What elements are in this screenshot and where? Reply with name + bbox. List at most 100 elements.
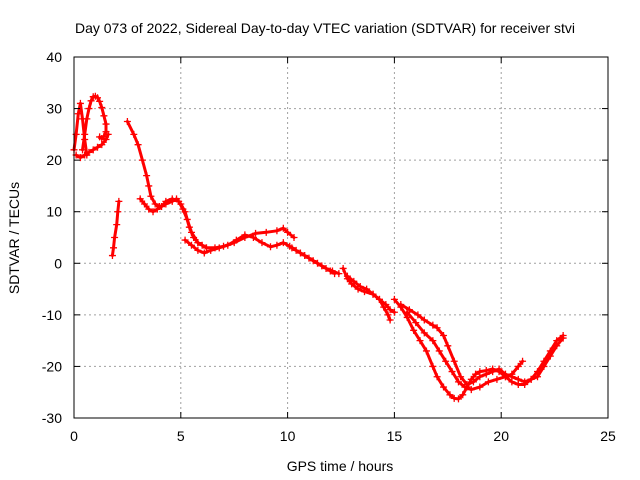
series-track-f: [136, 195, 298, 252]
data-point: [448, 368, 456, 376]
x-tick-label: 10: [280, 428, 296, 444]
data-point: [215, 244, 223, 252]
y-tick-label: 10: [46, 204, 62, 220]
data-point: [384, 311, 392, 319]
series-line: [81, 94, 108, 152]
data-point: [386, 316, 394, 324]
data-point: [343, 272, 351, 280]
x-tick-label: 25: [600, 428, 616, 444]
data-point: [249, 234, 257, 241]
data-point: [380, 303, 388, 311]
data-point: [429, 362, 437, 370]
data-point: [335, 270, 343, 278]
data-point: [414, 311, 422, 319]
data-point: [130, 130, 138, 138]
data-point: [136, 195, 144, 203]
data-point: [454, 378, 462, 386]
data-point: [412, 319, 420, 327]
x-tick-label: 5: [177, 428, 185, 444]
data-point: [540, 362, 548, 370]
data-point: [386, 306, 394, 314]
data-point: [375, 295, 383, 303]
data-point: [145, 182, 153, 190]
y-axis-label: SDTVAR / TECUs: [6, 182, 22, 294]
data-point: [194, 239, 202, 247]
data-point: [96, 97, 104, 105]
data-point: [110, 244, 118, 252]
data-point: [98, 141, 106, 149]
data-point: [145, 205, 153, 213]
data-point: [175, 197, 183, 205]
data-point: [476, 383, 484, 391]
data-point: [108, 252, 116, 260]
data-point: [273, 241, 281, 249]
data-point: [279, 239, 287, 247]
data-point: [153, 205, 161, 213]
data-point: [123, 117, 131, 125]
data-point: [450, 357, 458, 365]
data-point: [339, 264, 347, 272]
data-point: [433, 373, 441, 381]
data-point: [207, 246, 215, 254]
data-point: [467, 386, 475, 394]
data-point: [115, 197, 123, 205]
data-point: [420, 316, 428, 324]
data-point: [390, 295, 398, 303]
data-point: [493, 375, 501, 383]
y-tick-label: -30: [42, 410, 62, 426]
data-point: [508, 370, 516, 378]
data-point: [328, 267, 336, 275]
data-series: [70, 92, 567, 403]
data-point: [76, 154, 84, 162]
data-point: [429, 321, 437, 329]
data-point: [134, 141, 142, 149]
series-track-m: [403, 308, 527, 394]
series-line: [183, 233, 337, 276]
data-point: [546, 352, 554, 360]
data-point: [422, 347, 430, 355]
data-point: [476, 373, 484, 381]
y-tick-label: 30: [46, 101, 62, 117]
x-axis-label: GPS time / hours: [287, 458, 394, 474]
data-point: [501, 373, 509, 381]
data-point: [420, 329, 428, 337]
data-point: [369, 290, 377, 298]
data-point: [514, 375, 522, 383]
data-point: [440, 331, 448, 339]
data-point: [284, 228, 292, 236]
data-point: [200, 249, 208, 257]
data-point: [288, 244, 296, 252]
data-point: [224, 241, 232, 249]
data-point: [296, 249, 304, 257]
x-tick-label: 20: [493, 428, 509, 444]
data-point: [252, 229, 260, 237]
y-tick-label: 40: [46, 49, 62, 65]
y-tick-label: -20: [42, 358, 62, 374]
data-point: [151, 200, 159, 208]
data-point: [143, 172, 151, 180]
data-point: [232, 236, 240, 244]
data-point: [350, 277, 358, 285]
data-point: [168, 195, 176, 203]
data-point: [79, 146, 87, 154]
plot-frame: [73, 56, 609, 419]
data-point: [314, 259, 322, 267]
data-point: [521, 378, 529, 386]
data-point: [98, 104, 106, 112]
series-track-b: [72, 130, 112, 162]
data-point: [446, 391, 454, 399]
data-point: [187, 228, 195, 236]
data-point: [356, 282, 364, 290]
series-line: [125, 120, 208, 250]
data-point: [114, 208, 122, 216]
data-point: [241, 231, 249, 239]
data-point: [484, 378, 492, 386]
data-point: [102, 120, 110, 128]
data-point: [444, 342, 452, 350]
data-point: [187, 241, 195, 249]
data-point: [279, 224, 287, 232]
data-point: [93, 143, 101, 151]
data-point: [89, 146, 97, 154]
x-tick-label: 0: [70, 428, 78, 444]
